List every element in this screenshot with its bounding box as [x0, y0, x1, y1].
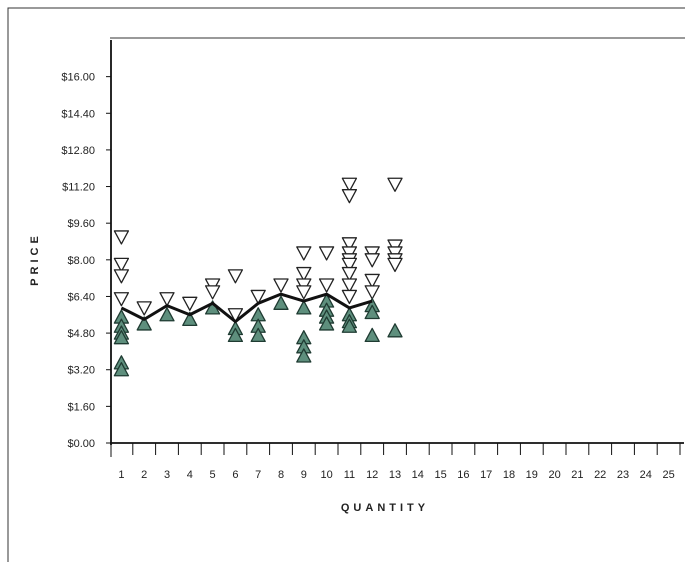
x-tick-label: 15	[434, 469, 446, 481]
figure-border	[7, 7, 685, 562]
open-down-triangle-marker	[341, 289, 358, 305]
filled-up-triangle-marker	[296, 348, 312, 363]
x-tick-label: 4	[187, 469, 193, 481]
x-tick-label: 3	[164, 469, 170, 481]
filled-up-triangle-marker	[364, 304, 380, 320]
open-down-triangle-marker	[296, 246, 312, 261]
open-down-triangle-marker	[341, 189, 358, 204]
x-tick-label: 2	[141, 469, 147, 481]
open-down-triangle-marker	[318, 278, 335, 293]
filled-up-triangle-marker	[136, 316, 152, 331]
x-tick-label: 8	[278, 469, 284, 481]
x-tick-label: 10	[320, 469, 332, 481]
x-tick-label: 9	[301, 469, 307, 481]
y-tick-label: $12.80	[61, 145, 95, 157]
y-tick-label: $0.00	[67, 438, 95, 450]
filled-up-triangle-marker	[113, 362, 130, 377]
open-down-triangle-marker	[296, 285, 312, 300]
x-tick-label: 17	[480, 469, 492, 481]
x-tick-label: 19	[526, 469, 538, 481]
x-axis-title: QUANTITY	[341, 502, 429, 514]
open-down-triangle-marker	[341, 278, 358, 293]
filled-up-triangle-marker	[227, 327, 244, 343]
x-tick-label: 20	[548, 469, 560, 481]
open-down-triangle-marker	[113, 269, 130, 284]
open-down-triangle-marker	[227, 269, 244, 284]
x-tick-label: 13	[389, 469, 401, 481]
x-tick-label: 5	[210, 469, 216, 481]
x-tick-label: 1	[118, 469, 124, 481]
open-down-triangle-marker	[113, 292, 130, 307]
open-down-triangle-marker	[296, 266, 312, 282]
open-down-triangle-marker	[341, 257, 358, 273]
y-tick-label: $14.40	[61, 108, 95, 120]
open-down-triangle-marker	[341, 237, 358, 252]
filled-up-triangle-marker	[273, 295, 289, 310]
y-tick-label: $1.60	[67, 401, 95, 413]
open-down-triangle-marker	[364, 273, 380, 289]
x-tick-label: 14	[412, 469, 424, 481]
x-tick-label: 23	[617, 469, 629, 481]
connecting-line	[120, 292, 373, 324]
x-tick-label: 6	[232, 469, 238, 481]
y-tick-label: $3.20	[67, 365, 95, 377]
x-tick-label: 22	[594, 469, 606, 481]
open-down-triangle-marker	[227, 308, 244, 323]
open-down-triangle-marker	[113, 257, 130, 273]
open-down-triangle-marker	[364, 285, 380, 300]
open-down-triangle-marker	[136, 301, 152, 316]
x-tick-label: 24	[640, 469, 652, 481]
filled-up-triangle-marker	[387, 323, 403, 338]
open-down-triangle-marker	[341, 177, 358, 192]
open-down-triangle-marker	[387, 177, 403, 192]
open-down-triangle-marker	[341, 266, 358, 282]
y-tick-label: $8.00	[67, 255, 95, 267]
filled-up-triangle-marker	[182, 311, 198, 327]
x-tick-label: 25	[662, 469, 674, 481]
open-down-triangle-marker	[387, 257, 403, 273]
x-tick-label: 7	[255, 469, 261, 481]
y-tick-label: $16.00	[61, 72, 95, 84]
open-down-triangle-marker	[250, 289, 266, 305]
filled-up-triangle-marker	[159, 307, 175, 322]
x-tick-label: 18	[503, 469, 515, 481]
open-down-triangle-marker	[113, 230, 130, 245]
open-down-triangle-marker	[204, 285, 221, 300]
open-down-triangle-marker	[159, 292, 175, 307]
filled-up-triangle-marker	[250, 327, 266, 343]
open-down-triangle-marker	[364, 253, 380, 268]
x-tick-label: 11	[344, 469, 355, 481]
y-tick-label: $9.60	[67, 218, 95, 230]
filled-up-triangle-marker	[296, 300, 312, 315]
x-tick-label: 21	[571, 469, 583, 481]
open-down-triangle-marker	[318, 246, 335, 261]
open-down-triangle-marker	[182, 296, 198, 311]
y-axis-title: PRICE	[29, 232, 41, 286]
filled-up-triangle-marker	[113, 330, 130, 345]
y-tick-label: $11.20	[62, 182, 95, 194]
x-tick-label: 16	[457, 469, 469, 481]
plot-area: $0.00 $1.60 $3.20 $4.80 $6.40 $8.00 $9.60 $11.2…	[61, 40, 684, 481]
open-down-triangle-marker	[273, 278, 289, 293]
x-tick-label: 12	[366, 469, 378, 481]
filled-up-triangle-marker	[364, 327, 380, 343]
y-tick-label: $4.80	[67, 328, 95, 340]
y-tick-label: $6.40	[67, 291, 95, 303]
filled-up-triangle-marker	[318, 316, 335, 331]
filled-up-triangle-marker	[341, 318, 358, 333]
